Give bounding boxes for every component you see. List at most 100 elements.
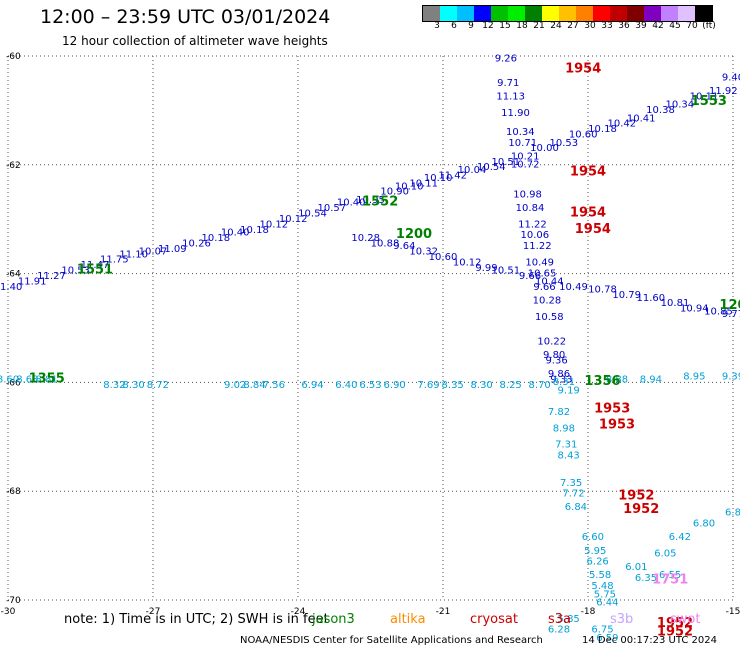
pass-time-label: 1953 [599, 418, 635, 433]
wave-height-value: 10.07 [139, 247, 168, 258]
pass-time-label: 1553 [691, 94, 727, 109]
wave-height-value: 10.18 [202, 233, 231, 244]
wave-height-value: 10.54 [477, 162, 506, 173]
wave-height-value: 9.40 [722, 72, 740, 83]
wave-height-value: 11.90 [501, 108, 530, 119]
wave-height-value: 10.57 [318, 203, 347, 214]
wave-height-value: 10.21 [511, 151, 540, 162]
y-tick-label: -66 [6, 378, 21, 388]
legend-item-cryosat: cryosat [470, 612, 518, 627]
color-scale-label: 30 [584, 21, 596, 31]
wave-height-value: 7.82 [548, 407, 570, 418]
wave-height-value: 10.60 [569, 130, 598, 141]
wave-height-value: 9.33 [550, 374, 572, 385]
wave-height-value: 11.09 [158, 244, 187, 255]
wave-height-value: 10.49 [525, 257, 554, 268]
wave-height-value: 7.56 [263, 380, 285, 391]
wave-height-value: 10.42 [608, 119, 637, 130]
wave-height-value: 8.30 [471, 380, 493, 391]
wave-height-value: 10.12 [260, 219, 289, 230]
wave-height-value: 10.41 [627, 113, 656, 124]
wave-height-value: 9.80 [543, 350, 565, 361]
wave-height-value: 5.95 [584, 546, 606, 557]
wave-height-value: 11.42 [438, 170, 467, 181]
x-tick-label: -24 [291, 607, 306, 617]
x-tick-label: -15 [726, 607, 740, 617]
pass-time-label: 1954 [565, 61, 601, 76]
wave-height-value: 10.60 [429, 252, 458, 263]
x-tick-label: -30 [1, 607, 16, 617]
color-swatch [474, 6, 491, 21]
color-swatch [491, 6, 508, 21]
color-swatch [644, 6, 661, 21]
legend-item-s3a: s3a [548, 612, 572, 627]
wave-height-value: 10.53 [550, 138, 579, 149]
pass-time-label: 1954 [570, 165, 606, 180]
wave-height-value: 11.75 [100, 255, 129, 266]
x-tick-label: -27 [146, 607, 161, 617]
wave-height-value: 11.60 [637, 293, 666, 304]
color-scale-label: 15 [499, 21, 511, 31]
wave-height-value: 10.34 [506, 127, 535, 138]
wave-height-value: 10.38 [646, 105, 675, 116]
wave-height-value: 9.66 [533, 282, 555, 293]
wave-height-value: 10.51 [492, 157, 521, 168]
wave-height-value: 10.18 [240, 225, 269, 236]
color-scale-label: 21 [533, 21, 545, 31]
wave-height-value: 6.59 [596, 633, 618, 644]
wave-height-value: 9.26 [495, 53, 517, 64]
y-tick-label: -62 [6, 161, 21, 171]
wave-height-value: 6.60 [582, 532, 604, 543]
color-swatch [610, 6, 627, 21]
wave-height-value: 10.11 [690, 92, 719, 103]
wave-height-value: 8.84 [243, 380, 265, 391]
wave-height-value: 9.36 [545, 355, 567, 366]
wave-height-value: 6.90 [384, 380, 406, 391]
pass-time-label: 1552 [362, 195, 398, 210]
color-scale-label: 42 [652, 21, 664, 31]
legend-item-swot: swot [670, 612, 701, 627]
wave-height-value: 6.26 [587, 557, 609, 568]
wave-height-value: 6.44 [596, 597, 618, 608]
x-tick-label: -21 [436, 607, 451, 617]
wave-height-value: 7.31 [555, 440, 577, 451]
wave-height-value: 8.35 [442, 380, 464, 391]
wave-height-value: 8.25 [500, 380, 522, 391]
wave-height-value: 8.94 [640, 374, 662, 385]
pass-time-label: 1200 [396, 227, 432, 242]
wave-height-value: 5.75 [594, 589, 616, 600]
wave-height-value: 10.22 [537, 336, 566, 347]
wave-height-value: 10.58 [535, 312, 564, 323]
wave-height-value: 10.06 [521, 230, 550, 241]
wave-height-value: 8.43 [558, 451, 580, 462]
wave-height-value: 10.90 [380, 187, 409, 198]
wave-height-value: 8.60 [0, 374, 19, 385]
wave-height-value: 8.72 [147, 380, 169, 391]
wave-height-value: 6.53 [359, 380, 381, 391]
wave-height-value: 9.77 [722, 309, 740, 320]
wave-height-value: 8.95 [683, 372, 705, 383]
color-swatch [440, 6, 457, 21]
color-scale-label: 39 [635, 21, 647, 31]
wave-height-value: 6.42 [669, 532, 691, 543]
wave-height-value: 6.80 [693, 519, 715, 530]
pass-time-label: 1954 [575, 222, 611, 237]
wave-height-value: 10.49 [559, 282, 588, 293]
wave-height-value: 10.26 [182, 238, 211, 249]
chart-title: 12:00 – 23:59 UTC 03/01/2024 [40, 6, 331, 28]
wave-height-value: 10.34 [666, 100, 695, 111]
wave-height-value: 10.51 [492, 266, 521, 277]
wave-height-value: 6.05 [654, 548, 676, 559]
y-tick-label: -70 [6, 596, 21, 606]
wave-height-value: 6.01 [625, 562, 647, 573]
color-scale-label: 45 [669, 21, 681, 31]
wave-height-value: 6.8 [725, 508, 740, 519]
wave-height-value: 9.64 [393, 241, 415, 252]
wave-height-value: 8.98 [553, 423, 575, 434]
pass-time-label: 1952 [657, 624, 693, 639]
wave-height-value: 10.72 [511, 160, 540, 171]
color-swatch [593, 6, 610, 21]
color-swatch [576, 6, 593, 21]
pass-time-label: 1952 [623, 502, 659, 517]
